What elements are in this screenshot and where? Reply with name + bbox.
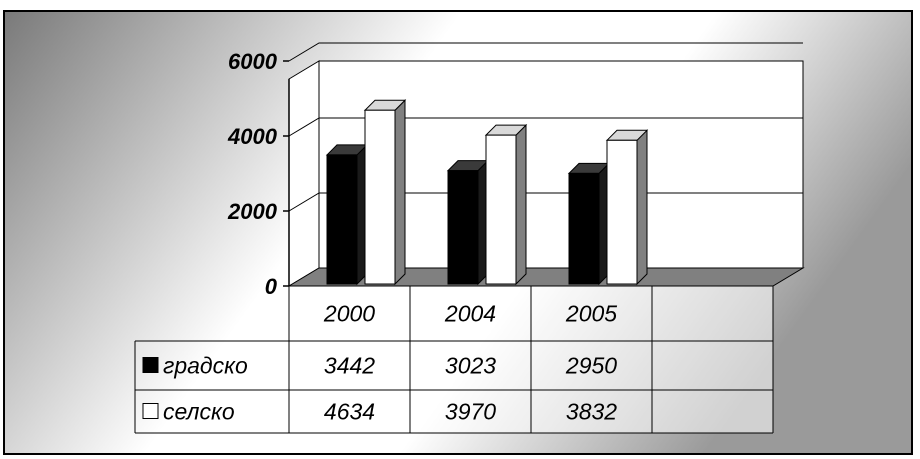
chart: 0 2000 4000 6000 2000 2004 2005 градско 3442 302… xyxy=(5,12,911,453)
data-table: 2000 2004 2005 градско 3442 3023 2950 селско 463… xyxy=(134,285,774,434)
bar-side xyxy=(394,99,406,286)
bar-front xyxy=(606,139,638,285)
y-tick-label: 2000 xyxy=(227,199,278,224)
series-label: селско xyxy=(163,399,235,425)
bar-front xyxy=(485,134,517,285)
data-value: 3442 xyxy=(324,353,375,379)
chart-frame: 0 2000 4000 6000 2000 2004 2005 градско 3442 302… xyxy=(3,10,913,455)
category-label: 2004 xyxy=(444,301,496,327)
legend-key xyxy=(142,403,159,419)
y-axis: 0 2000 4000 6000 xyxy=(227,49,290,299)
category-label: 2005 xyxy=(565,301,617,327)
bar xyxy=(605,129,649,286)
bar xyxy=(567,162,611,286)
y-tick-label: 6000 xyxy=(228,49,278,74)
bar-side xyxy=(636,129,648,286)
category-label: 2000 xyxy=(323,301,375,327)
data-value: 2950 xyxy=(565,353,617,379)
series-label: градско xyxy=(163,353,248,379)
bar-front xyxy=(447,170,479,285)
bar xyxy=(363,99,407,286)
bar-front xyxy=(326,154,358,285)
bar xyxy=(484,123,528,286)
bar xyxy=(325,143,369,286)
bar-front xyxy=(364,109,396,285)
data-value: 3832 xyxy=(566,399,617,425)
data-value: 4634 xyxy=(324,399,375,425)
gridline xyxy=(288,117,803,137)
y-tick-label: 4000 xyxy=(227,124,278,149)
y-tick-label: 0 xyxy=(265,274,278,299)
bar-side xyxy=(515,123,527,286)
side-wall xyxy=(288,60,320,287)
data-value: 3970 xyxy=(445,399,496,425)
gridline xyxy=(288,42,803,62)
legend-key xyxy=(142,357,159,373)
bars xyxy=(325,99,649,286)
bar xyxy=(446,159,490,286)
data-value: 3023 xyxy=(445,353,496,379)
bar-front xyxy=(568,172,600,285)
